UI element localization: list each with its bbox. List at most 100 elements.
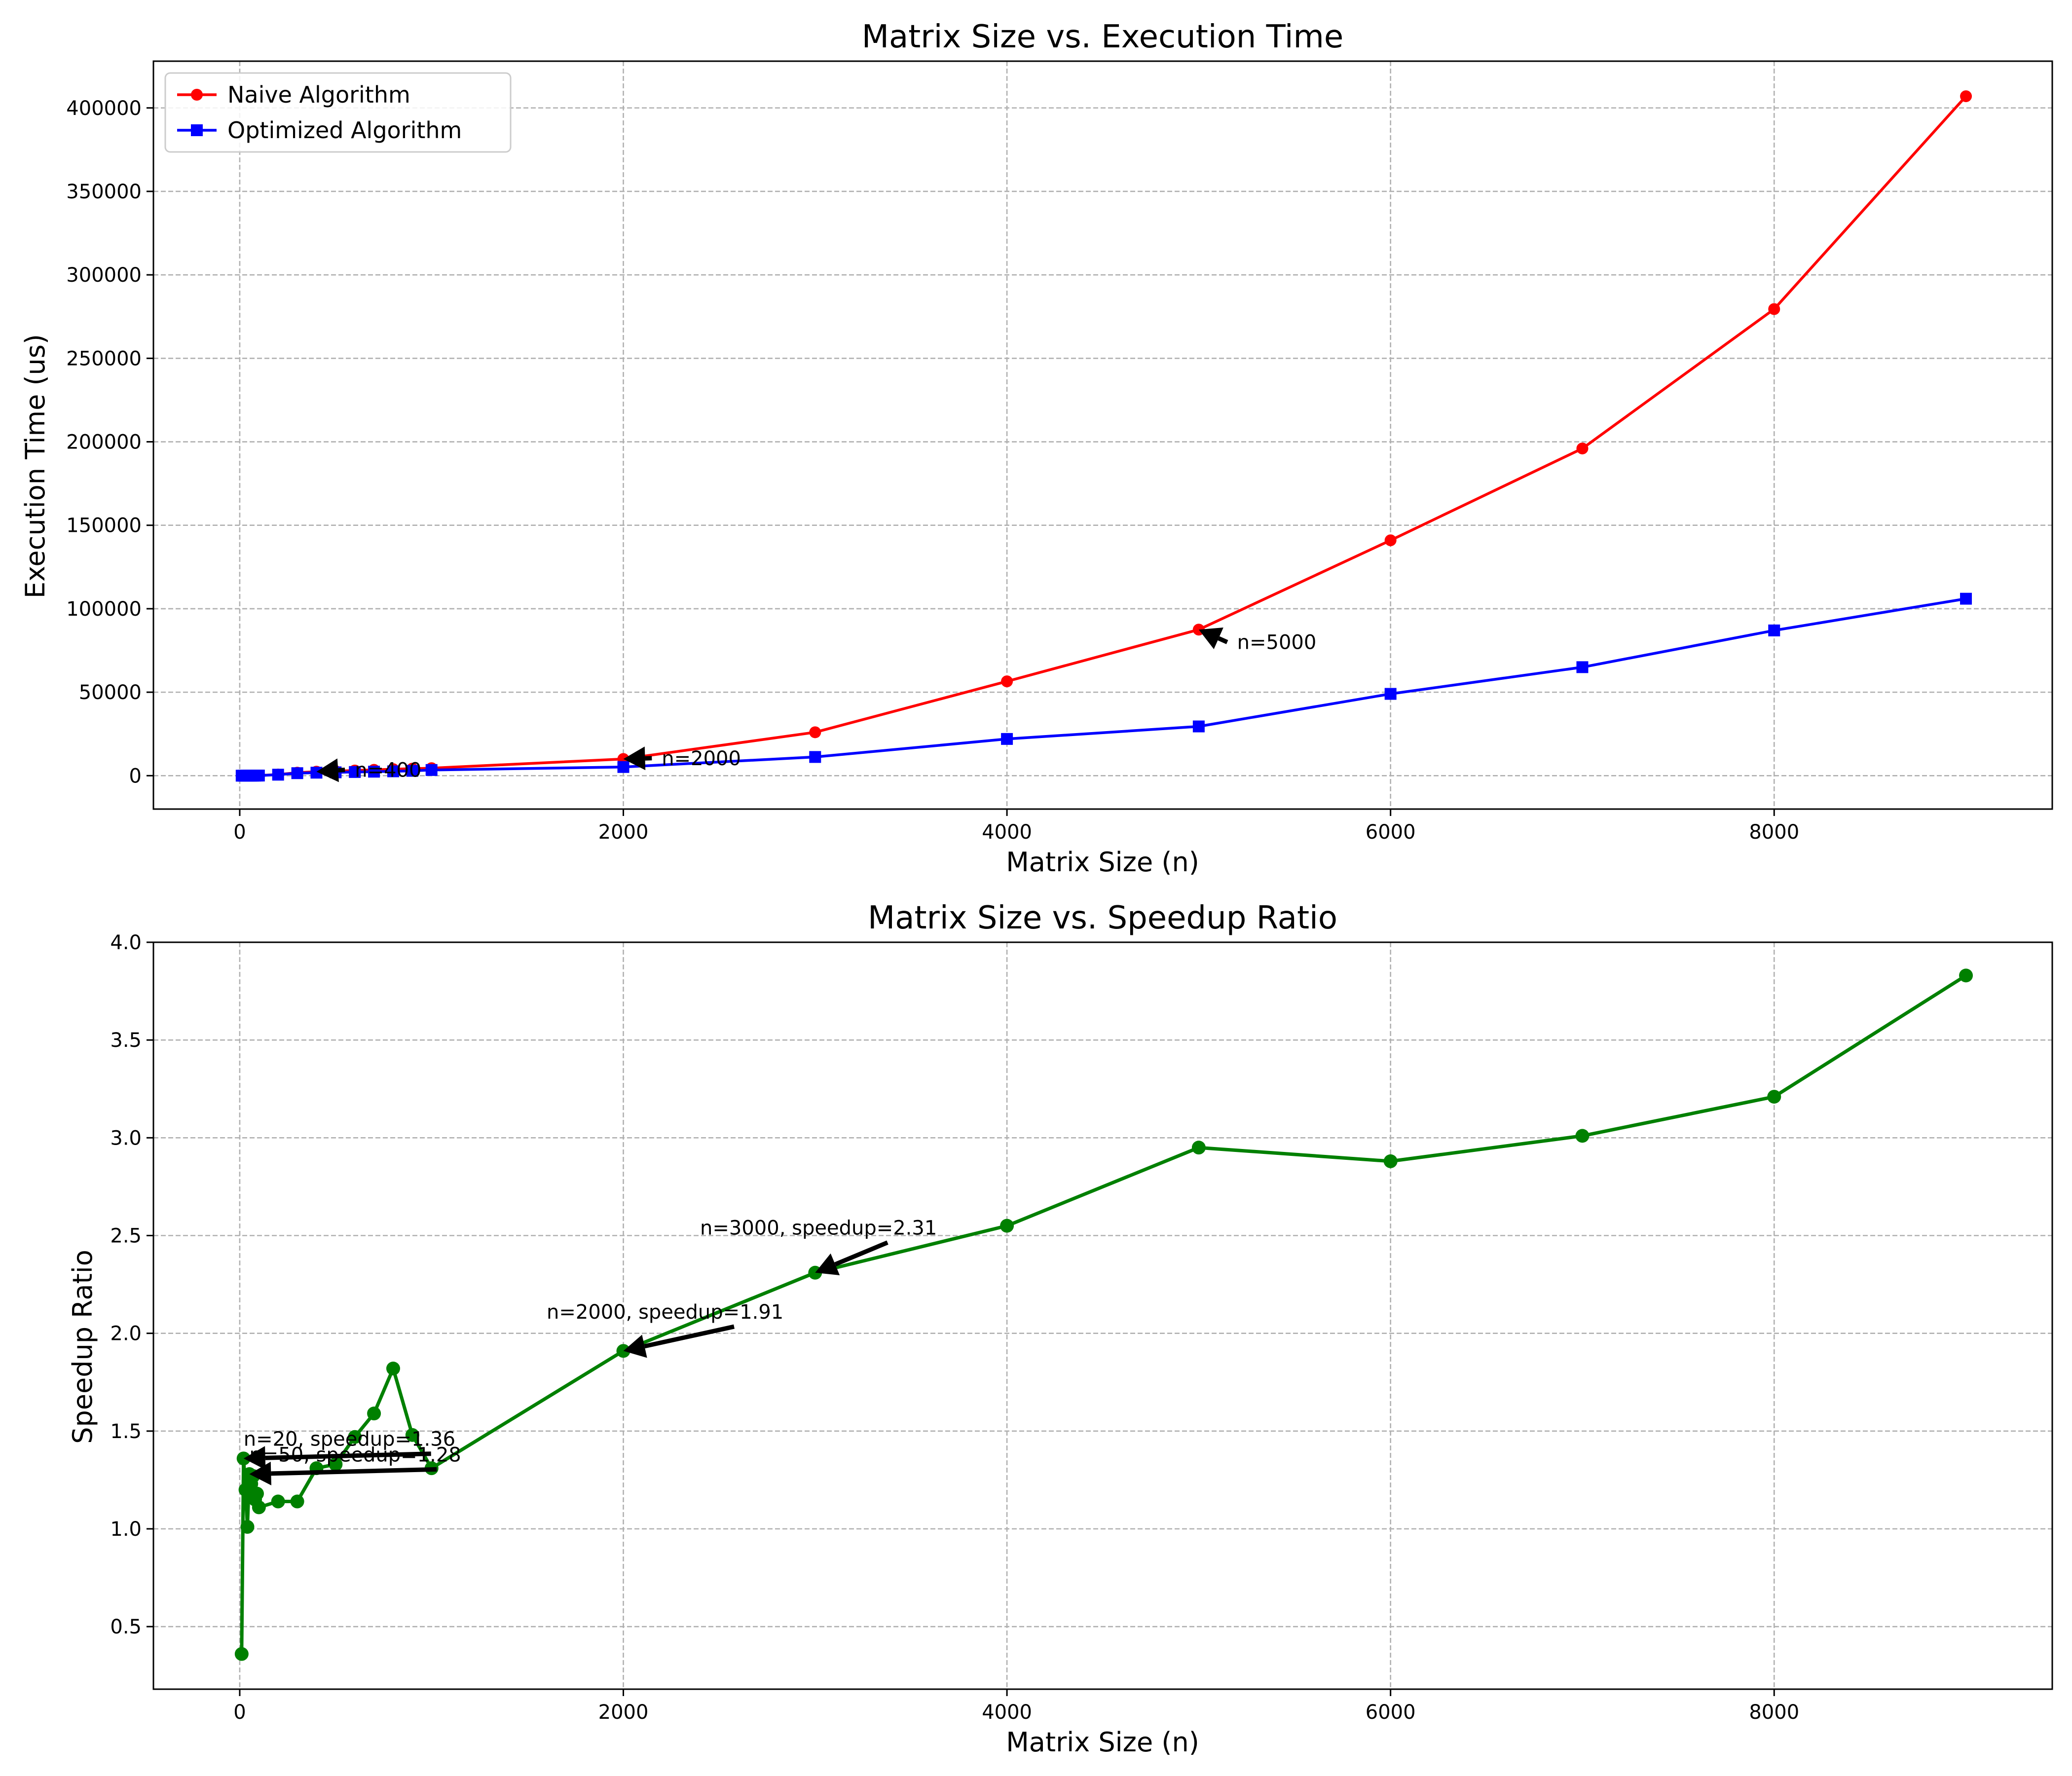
y-tick-label: 350000	[66, 181, 142, 203]
data-point	[240, 1520, 255, 1534]
annotation-arrow-head	[316, 758, 339, 782]
data-point	[386, 1362, 400, 1376]
x-axis-label: Matrix Size (n)	[1006, 847, 1199, 878]
series-line	[240, 974, 1967, 1654]
legend-marker	[191, 89, 203, 101]
data-point	[1192, 720, 1205, 733]
annotation-arrow-shaft	[265, 1451, 431, 1460]
annotation-arrow-head	[1198, 627, 1223, 649]
annotation-arrow-shaft	[644, 1324, 735, 1349]
annotation-arrow-head	[815, 1253, 840, 1276]
y-tick-label: 50000	[79, 681, 142, 704]
legend-label: Optimized Algorithm	[227, 117, 462, 144]
plot-area-frame	[152, 60, 2053, 810]
data-point	[1576, 661, 1589, 673]
series-line	[241, 95, 1967, 777]
x-tick-label: 6000	[1366, 1701, 1416, 1724]
annotation-text: n=3000, speedup=2.31	[700, 1217, 937, 1240]
data-point	[1384, 534, 1397, 547]
plot-area-frame	[152, 941, 2053, 1690]
data-point	[1768, 624, 1780, 636]
y-tick-label: 0	[129, 765, 142, 787]
chart-title: Matrix Size vs. Speedup Ratio	[868, 900, 1337, 936]
chart-title: Matrix Size vs. Execution Time	[862, 19, 1344, 55]
annotation-arrow-head	[623, 1334, 647, 1358]
data-point	[387, 765, 399, 777]
data-point	[1384, 688, 1397, 700]
x-tick-label: 6000	[1366, 821, 1416, 844]
series-2	[235, 592, 1972, 782]
x-tick-label: 0	[233, 1701, 246, 1724]
data-point	[348, 1430, 362, 1444]
y-tick-label: 300000	[66, 264, 142, 287]
data-point	[425, 764, 438, 776]
data-point	[809, 726, 821, 739]
annotation-arrow-shaft	[271, 1467, 437, 1476]
data-point	[1960, 90, 1972, 103]
y-tick-label: 0.5	[110, 1616, 142, 1638]
data-point	[329, 1457, 343, 1472]
y-axis-label: Execution Time (us)	[20, 334, 51, 598]
annotation: n=50, speedup=1.28	[249, 1443, 461, 1485]
data-point	[291, 767, 303, 779]
y-tick-label: 1.0	[110, 1518, 142, 1541]
y-tick-label: 400000	[66, 97, 142, 120]
data-point	[1383, 1154, 1398, 1168]
data-point	[1960, 592, 1972, 605]
data-point	[809, 751, 821, 763]
data-point	[1767, 1090, 1781, 1104]
legend: Naive Algorithm Optimized Algorithm	[164, 72, 512, 153]
annotation: n=20, speedup=1.36	[243, 1428, 455, 1470]
y-tick-label: 150000	[66, 515, 142, 537]
x-tick-label: 0	[233, 821, 246, 844]
y-tick-label: 2.0	[110, 1323, 142, 1345]
x-tick-label: 2000	[598, 821, 649, 844]
y-tick-label: 1.5	[110, 1420, 142, 1443]
data-point	[1575, 1129, 1590, 1143]
data-point	[250, 1486, 264, 1501]
data-point	[1576, 443, 1589, 455]
data-point	[290, 1494, 304, 1509]
y-tick-label: 250000	[66, 347, 142, 370]
annotation: n=3000, speedup=2.31	[700, 1217, 937, 1276]
annotation-arrow-head	[249, 1461, 271, 1485]
annotation-text: n=50, speedup=1.28	[249, 1443, 461, 1466]
annotation-text: n=2000, speedup=1.91	[547, 1301, 783, 1324]
x-tick-label: 4000	[982, 821, 1032, 844]
annotation: n=400	[316, 758, 421, 782]
annotation: n=2000	[623, 746, 741, 771]
annotation-text: n=400	[355, 759, 421, 781]
x-tick-label: 2000	[598, 1701, 649, 1724]
data-point	[406, 765, 418, 777]
x-tick-label: 4000	[982, 1701, 1032, 1724]
y-tick-label: 100000	[66, 598, 142, 621]
annotation-arrow-head	[623, 746, 646, 771]
data-point	[1000, 1219, 1014, 1233]
annotation-text: n=5000	[1237, 631, 1317, 654]
annotation-arrow-head	[243, 1446, 266, 1470]
data-point	[1191, 1141, 1206, 1155]
data-point	[1001, 733, 1013, 745]
annotation: n=5000	[1198, 627, 1317, 654]
data-point	[1001, 675, 1013, 688]
grid	[153, 941, 2052, 1689]
series-1	[235, 90, 1972, 782]
annotation-text: n=20, speedup=1.36	[244, 1428, 455, 1451]
grid	[153, 61, 2052, 809]
y-tick-label: 200000	[66, 431, 142, 454]
legend-marker	[191, 124, 203, 136]
execution-time-chart: Matrix Size vs. Execution Time Matrix Si…	[20, 19, 2053, 878]
y-tick-label: 3.0	[110, 1127, 142, 1149]
annotation-arrow-shaft	[1218, 636, 1228, 644]
x-axis-label: Matrix Size (n)	[1006, 1727, 1199, 1758]
y-tick-label: 3.5	[110, 1029, 142, 1052]
y-tick-label: 2.5	[110, 1225, 142, 1248]
legend-label: Naive Algorithm	[227, 81, 410, 108]
data-point	[1959, 968, 1973, 983]
data-point	[1768, 303, 1780, 315]
data-point	[349, 766, 361, 778]
speedup-ratio-chart: Matrix Size vs. Speedup Ratio Matrix Siz…	[67, 900, 2053, 1758]
annotation-arrow-shaft	[834, 1240, 888, 1267]
legend-box	[164, 72, 512, 153]
